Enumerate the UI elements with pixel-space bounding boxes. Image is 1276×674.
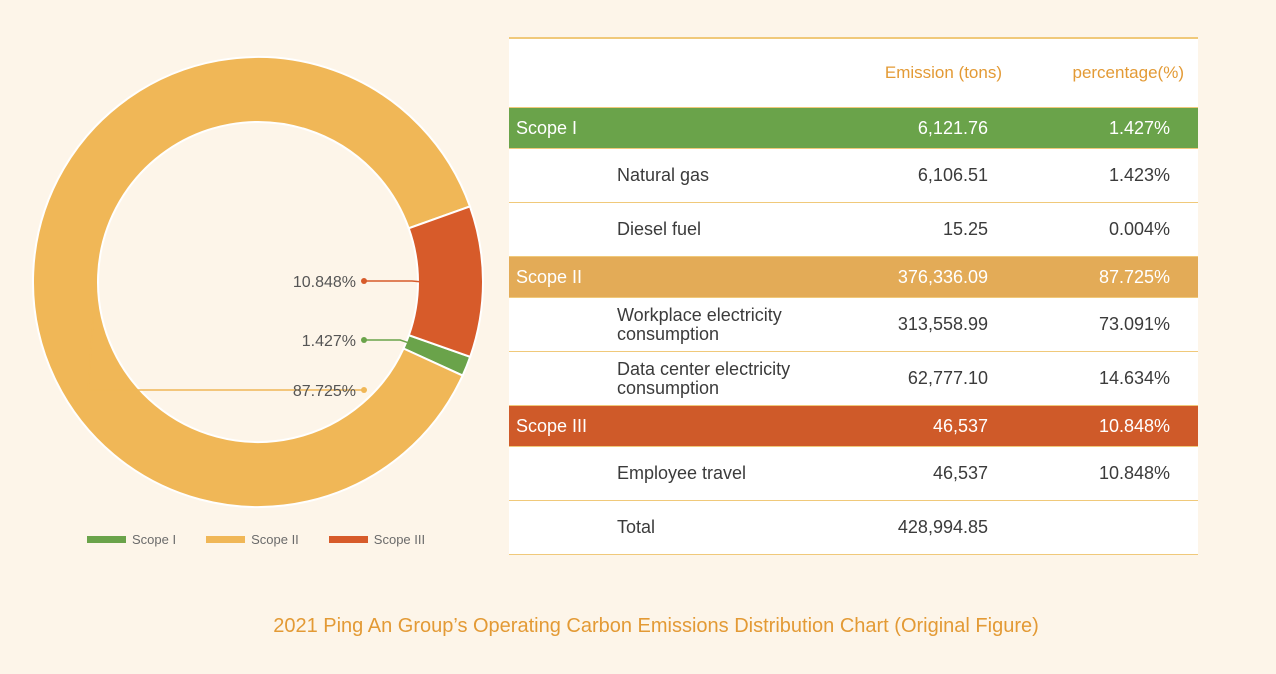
row-value: 46,537 <box>932 415 988 436</box>
row-name: Diesel fuel <box>617 219 702 239</box>
legend-label: Scope I <box>132 532 177 547</box>
legend-label: Scope III <box>373 532 426 547</box>
legend-swatch <box>328 536 368 543</box>
legend-item-scope-3: Scope III <box>328 532 426 547</box>
table-row: Data center electricity consumption 62,7… <box>509 352 1198 406</box>
row-percentage: 10.848% <box>1098 415 1170 436</box>
row-percentage: 87.725% <box>1098 266 1170 287</box>
row-value: 376,336.09 <box>897 266 988 287</box>
table-row-scope-1: Scope I 6,121.76 1.427% <box>509 108 1198 149</box>
chart-title: 2021 Ping An Group’s Operating Carbon Em… <box>273 615 1039 637</box>
donut-slice-scope-iii <box>407 205 484 359</box>
row-value: 6,106.51 <box>917 165 988 185</box>
legend-label: Scope II <box>251 532 299 547</box>
header-emission: Emission (tons) <box>884 63 1002 82</box>
row-percentage: 1.423% <box>1108 165 1170 185</box>
row-percentage: 1.427% <box>1108 117 1170 138</box>
row-value: 62,777.10 <box>907 368 988 388</box>
row-value: 15.25 <box>942 219 988 239</box>
row-percentage: 73.091% <box>1098 314 1170 334</box>
leader-line <box>364 339 409 344</box>
donut-chart: 1.427% 87.725% 10.848% <box>32 56 484 508</box>
legend-item-scope-2: Scope II <box>206 532 299 547</box>
leader-dot <box>361 387 367 393</box>
row-name: Scope I <box>516 117 578 138</box>
row-value: 313,558.99 <box>897 314 988 334</box>
table-row-scope-3: Scope III 46,537 10.848% <box>509 406 1198 447</box>
row-percentage: 14.634% <box>1098 368 1170 388</box>
leader-dot <box>361 278 367 284</box>
legend-swatch <box>206 536 246 543</box>
row-percentage: 0.004% <box>1108 219 1170 239</box>
slice-label: 87.725% <box>293 383 356 400</box>
slice-label: 10.848% <box>293 274 356 291</box>
row-value: 46,537 <box>932 463 988 483</box>
table-row-scope-2: Scope II 376,336.09 87.725% <box>509 257 1198 298</box>
row-value: 6,121.76 <box>917 117 988 138</box>
table-row: Employee travel 46,537 10.848% <box>509 447 1198 501</box>
row-name: Data center electricity consumption <box>617 358 791 398</box>
leader-line <box>364 280 421 283</box>
row-name: Employee travel <box>617 463 747 483</box>
table-row: Diesel fuel 15.25 0.004% <box>509 203 1198 257</box>
header-percentage: percentage(%) <box>1072 63 1184 82</box>
row-value: 428,994.85 <box>897 517 988 537</box>
emissions-table: Emission (tons) percentage(%) Scope I 6,… <box>509 37 1198 555</box>
table-row: Natural gas 6,106.51 1.423% <box>509 149 1198 203</box>
donut-slice-scope-ii <box>32 56 472 508</box>
row-name: Total <box>617 517 656 537</box>
leader-dot <box>361 337 367 343</box>
row-name: Scope III <box>516 415 588 436</box>
row-percentage: 10.848% <box>1098 463 1170 483</box>
legend-item-scope-1: Scope I <box>87 532 176 547</box>
table-row-total: Total 428,994.85 <box>509 501 1198 555</box>
chart-legend: Scope I Scope II Scope III <box>87 532 455 547</box>
leader-line <box>87 274 364 391</box>
legend-swatch <box>87 536 126 543</box>
row-name: Workplace electricity consumption <box>617 304 782 344</box>
table-header-row: Emission (tons) percentage(%) <box>509 39 1198 108</box>
slice-label: 1.427% <box>302 333 356 350</box>
row-name: Scope II <box>516 266 583 287</box>
row-name: Natural gas <box>617 165 710 185</box>
table-row: Workplace electricity consumption 313,55… <box>509 298 1198 352</box>
